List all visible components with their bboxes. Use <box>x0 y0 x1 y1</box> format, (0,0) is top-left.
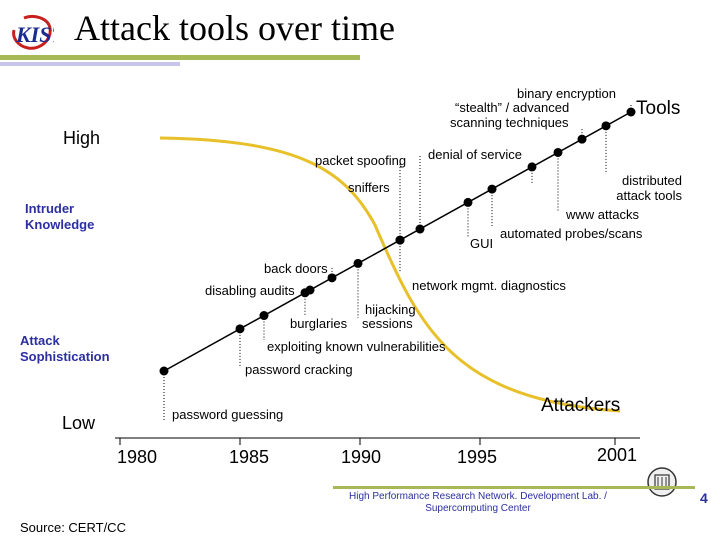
year-1985: 1985 <box>229 447 270 467</box>
year-1980: 1980 <box>117 447 158 467</box>
year-1995: 1995 <box>457 447 498 467</box>
label-hijacking: hijacking <box>365 302 416 317</box>
label-sessions: sessions <box>362 316 413 331</box>
year-2001: 2001 <box>597 445 638 465</box>
label-exploiting: exploiting known vulnerabilities <box>267 339 446 354</box>
emblem-icon <box>647 467 677 497</box>
label-binary-encryption: binary encryption <box>517 86 616 101</box>
label-denial-of-service: denial of service <box>428 147 522 162</box>
footer-lab-name: High Performance Research Network. Devel… <box>349 491 607 514</box>
label-disabling-audits: disabling audits <box>205 283 295 298</box>
footer-divider <box>333 486 695 489</box>
label-password-cracking: password cracking <box>245 362 353 377</box>
tools-curve-label: Tools <box>636 98 681 119</box>
label-scanning-techniques: scanning techniques <box>450 115 569 130</box>
low-label: Low <box>62 413 96 433</box>
label-attack-tools: attack tools <box>616 188 682 203</box>
year-1990: 1990 <box>341 447 382 467</box>
attack-sophistication-label: Attack Sophistication <box>20 333 110 364</box>
attackers-curve <box>159 136 621 413</box>
high-label: High <box>63 128 101 148</box>
year-axis <box>115 437 640 445</box>
label-password-guessing: password guessing <box>172 407 284 422</box>
label-distributed: distributed <box>622 173 682 188</box>
title-underline-secondary <box>0 62 180 66</box>
label-burglaries: burglaries <box>290 316 348 331</box>
label-gui: GUI <box>470 236 494 251</box>
intruder-knowledge-label: Intruder Knowledge <box>25 201 95 232</box>
svg-text:KISTI: KISTI <box>15 22 54 47</box>
page-number: 4 <box>700 490 708 506</box>
title-underline <box>0 55 360 60</box>
page-title: Attack tools over time <box>74 8 395 48</box>
label-packet-spoofing: packet spoofing <box>315 153 407 168</box>
attackers-curve-label: Attackers <box>541 395 621 416</box>
label-www-attacks: www attacks <box>566 207 639 222</box>
label-automated-probes: automated probes/scans <box>500 226 643 241</box>
label-back-doors: back doors <box>264 261 328 276</box>
label-sniffers: sniffers <box>348 180 390 195</box>
kisti-logo: KISTI <box>10 14 75 54</box>
source-credit: Source: CERT/CC <box>20 520 126 535</box>
label-stealth-advanced: “stealth” / advanced <box>455 100 570 115</box>
label-network-mgmt: network mgmt. diagnostics <box>412 278 566 293</box>
